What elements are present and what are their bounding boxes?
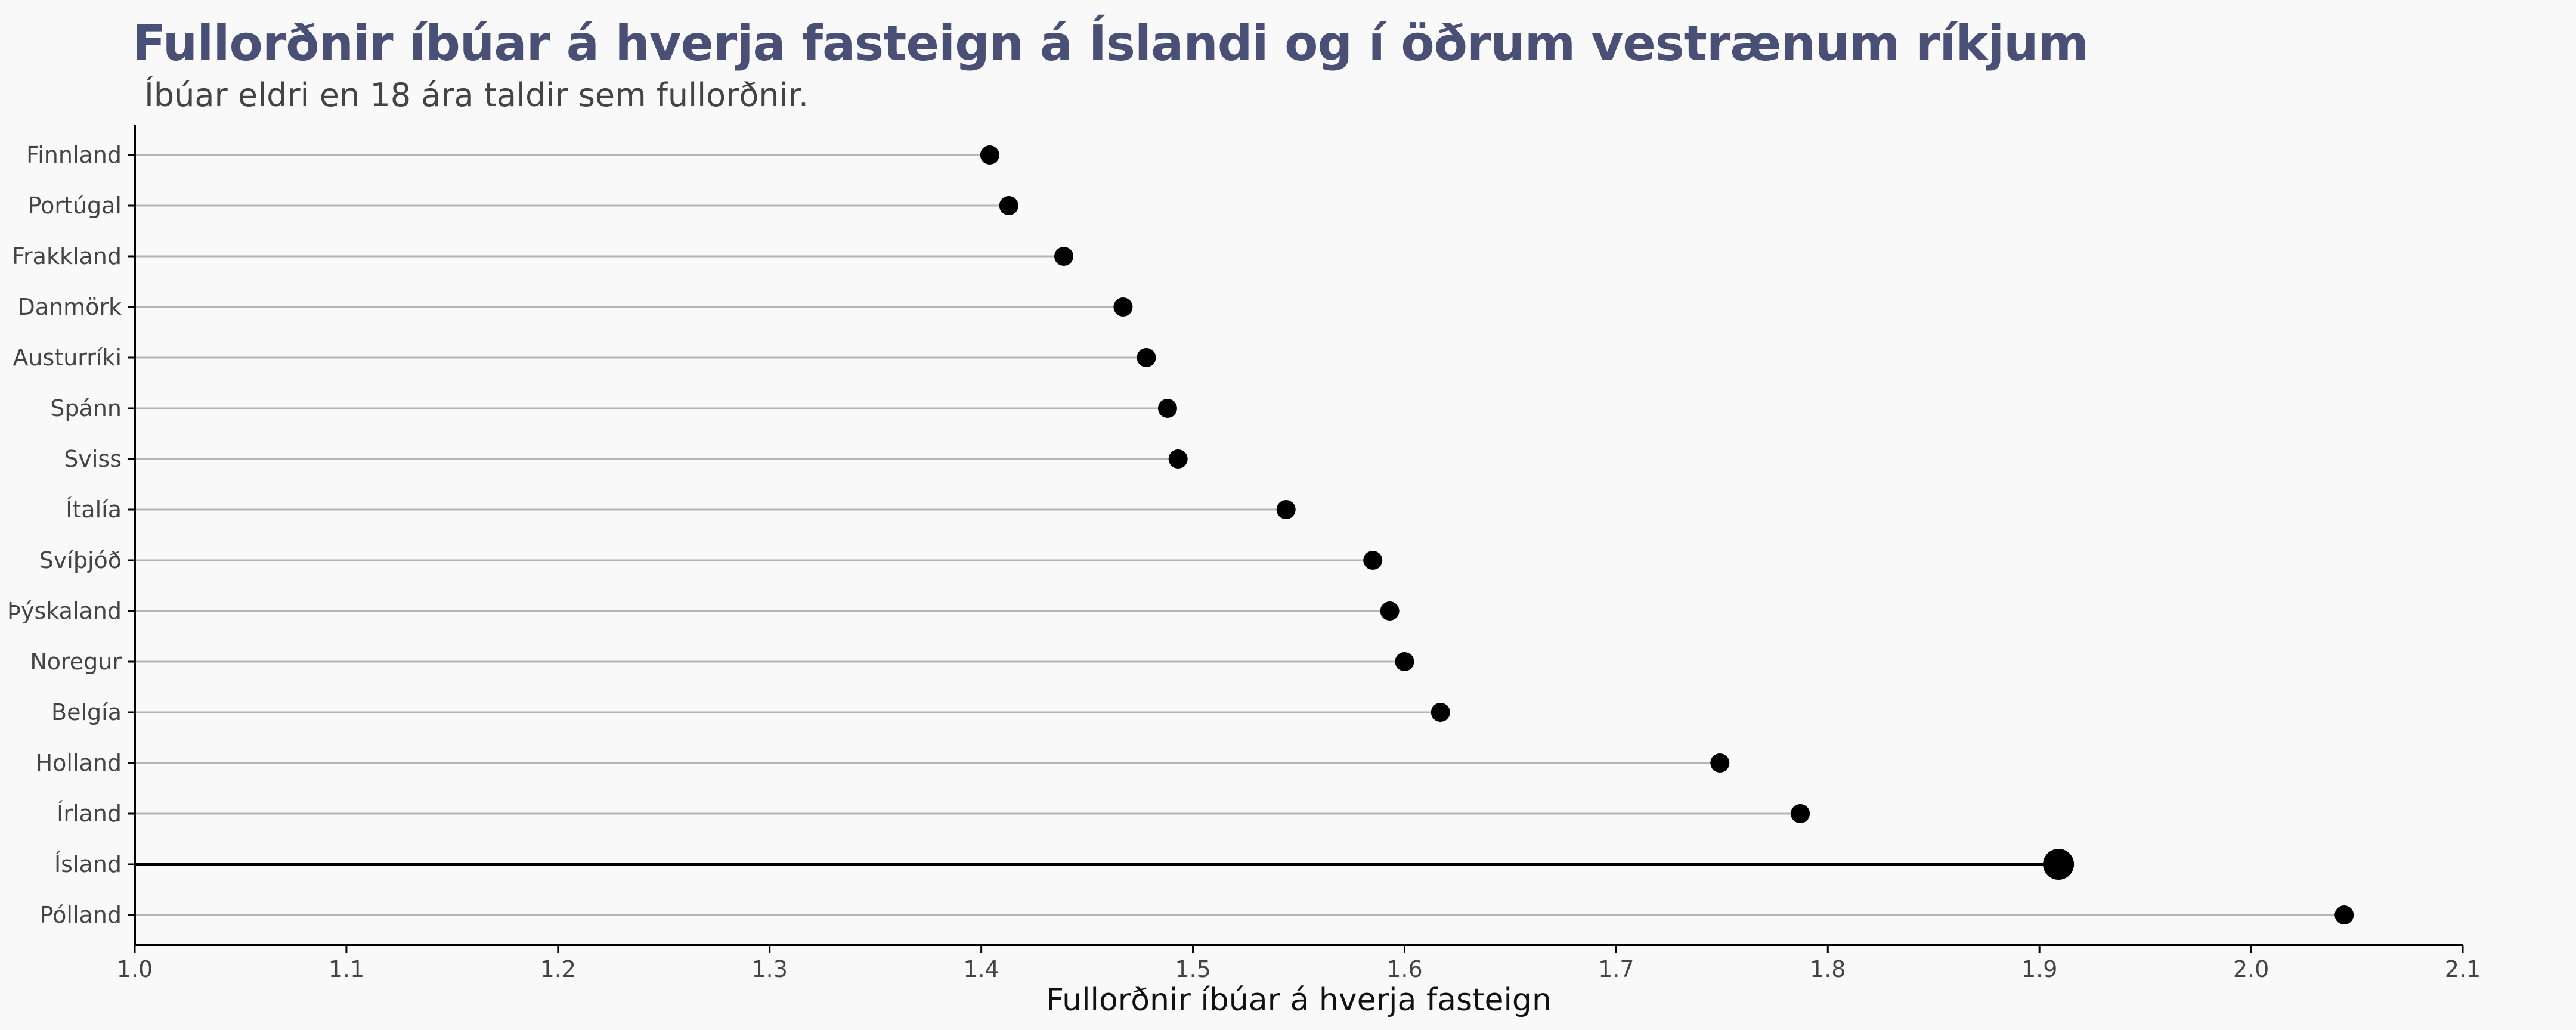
x-tick-label: 1.1 [329,956,364,982]
y-axis: Finnland Portúgal Frakkland Danmörk Austurrí… [7,142,135,928]
point-svithjod [1363,551,1383,570]
y-tick-label-irland: Írland [57,801,122,827]
x-axis: 1.0 1.1 1.2 1.3 1.4 1.5 1.6 1.7 1.8 1.9 2.0 2.1 [117,945,2481,982]
x-tick-label: 1.7 [1598,956,1634,982]
y-tick-label-danmork: Danmörk [17,294,122,320]
y-tick-label-polland: Pólland [40,902,122,928]
point-sviss [1168,449,1188,469]
point-thyskaland [1380,601,1400,621]
point-italia [1276,500,1296,519]
x-axis-title: Fullorðnir íbúar á hverja fasteign [1046,982,1552,1018]
point-holland [1710,753,1730,772]
x-tick-label: 1.5 [1175,956,1210,982]
y-tick-label-portugal: Portúgal [28,193,122,219]
y-tick-label-thyskaland: Þýskaland [7,598,122,624]
y-tick-label-finnland: Finnland [26,142,122,168]
point-noregur [1395,652,1414,671]
x-tick-label: 2.1 [2445,956,2481,982]
point-belgia [1431,703,1450,722]
point-spann [1157,399,1177,418]
stems-layer [135,154,2345,916]
x-tick-label: 1.2 [540,956,576,982]
y-tick-label-italia: Ítalía [66,497,122,523]
x-tick-label: 1.0 [117,956,153,982]
chart-title: Fullorðnir íbúar á hverja fasteign á Ísl… [132,15,2089,72]
y-tick-label-austurriki: Austurríki [13,345,122,371]
y-tick-label-svithjod: Svíþjóð [39,547,122,573]
x-tick-label: 1.8 [1810,956,1846,982]
point-finnland [980,145,999,165]
x-tick-label: 2.0 [2233,956,2269,982]
point-polland [2334,905,2354,924]
y-tick-label-belgia: Belgía [51,699,122,725]
point-portugal [999,196,1018,215]
point-danmork [1113,297,1133,317]
point-island [2043,849,2075,880]
y-tick-label-spann: Spánn [50,395,122,421]
y-tick-label-noregur: Noregur [30,649,122,675]
point-irland [1791,804,1810,823]
x-tick-label: 1.9 [2021,956,2057,982]
point-frakkland [1054,247,1074,266]
y-tick-label-island: Ísland [54,851,122,877]
x-tick-label: 1.3 [752,956,788,982]
x-tick-label: 1.6 [1386,956,1422,982]
y-tick-label-frakkland: Frakkland [12,243,122,269]
y-tick-label-sviss: Sviss [64,446,122,472]
points-layer [980,145,2354,924]
chart-subtitle: Íbúar eldri en 18 ára taldir sem fullorð… [144,76,809,114]
x-tick-label: 1.4 [963,956,999,982]
point-austurriki [1137,348,1156,367]
y-tick-label-holland: Holland [36,750,122,776]
